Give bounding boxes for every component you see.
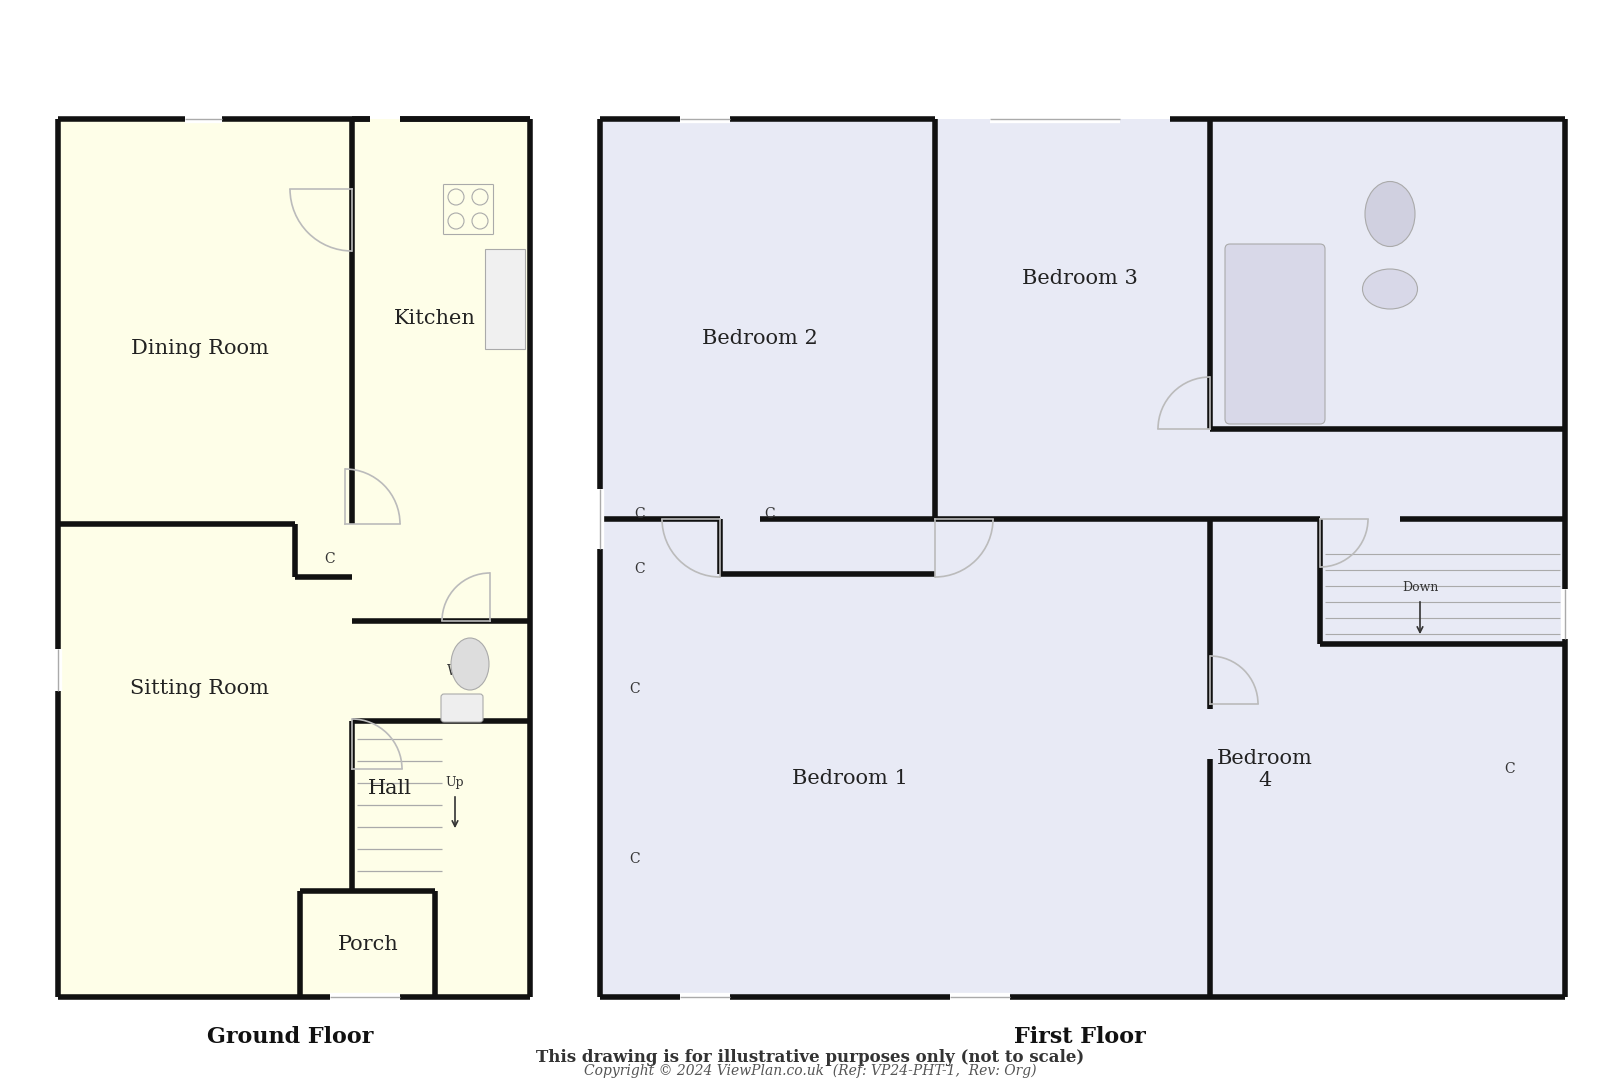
Polygon shape — [58, 119, 530, 997]
Text: C: C — [635, 507, 645, 521]
Text: Bedroom 1: Bedroom 1 — [792, 769, 907, 789]
Text: Sitting Room: Sitting Room — [131, 680, 269, 698]
Text: W.C.: W.C. — [447, 664, 478, 678]
Text: C: C — [765, 507, 776, 521]
Text: First Floor: First Floor — [1014, 1026, 1145, 1048]
Text: Ground Floor: Ground Floor — [207, 1026, 373, 1048]
Text: C: C — [1505, 762, 1515, 776]
FancyBboxPatch shape — [1225, 244, 1325, 424]
Text: Bedroom
4: Bedroom 4 — [1217, 749, 1312, 790]
Text: C: C — [630, 682, 640, 696]
Ellipse shape — [1362, 269, 1418, 309]
FancyBboxPatch shape — [441, 694, 483, 722]
Text: Hall: Hall — [368, 779, 411, 798]
Polygon shape — [599, 119, 1565, 997]
Text: Dining Room: Dining Room — [131, 340, 269, 358]
Text: Copyright © 2024 ViewPlan.co.uk  (Ref: VP24-PHT-1,  Rev: Org): Copyright © 2024 ViewPlan.co.uk (Ref: VP… — [583, 1064, 1037, 1078]
Ellipse shape — [1366, 181, 1414, 246]
Text: Kitchen: Kitchen — [394, 310, 476, 328]
Polygon shape — [300, 891, 436, 997]
Text: C: C — [635, 562, 645, 576]
Text: Bedroom 3: Bedroom 3 — [1022, 270, 1137, 288]
Text: C: C — [324, 552, 335, 566]
Text: Up: Up — [446, 776, 465, 789]
Text: This drawing is for illustrative purposes only (not to scale): This drawing is for illustrative purpose… — [536, 1049, 1084, 1065]
Text: Porch: Porch — [337, 934, 399, 954]
Text: Down: Down — [1401, 581, 1439, 595]
FancyBboxPatch shape — [484, 249, 525, 349]
Text: Bedroom 2: Bedroom 2 — [701, 329, 818, 349]
Text: C: C — [630, 852, 640, 866]
Ellipse shape — [450, 638, 489, 689]
